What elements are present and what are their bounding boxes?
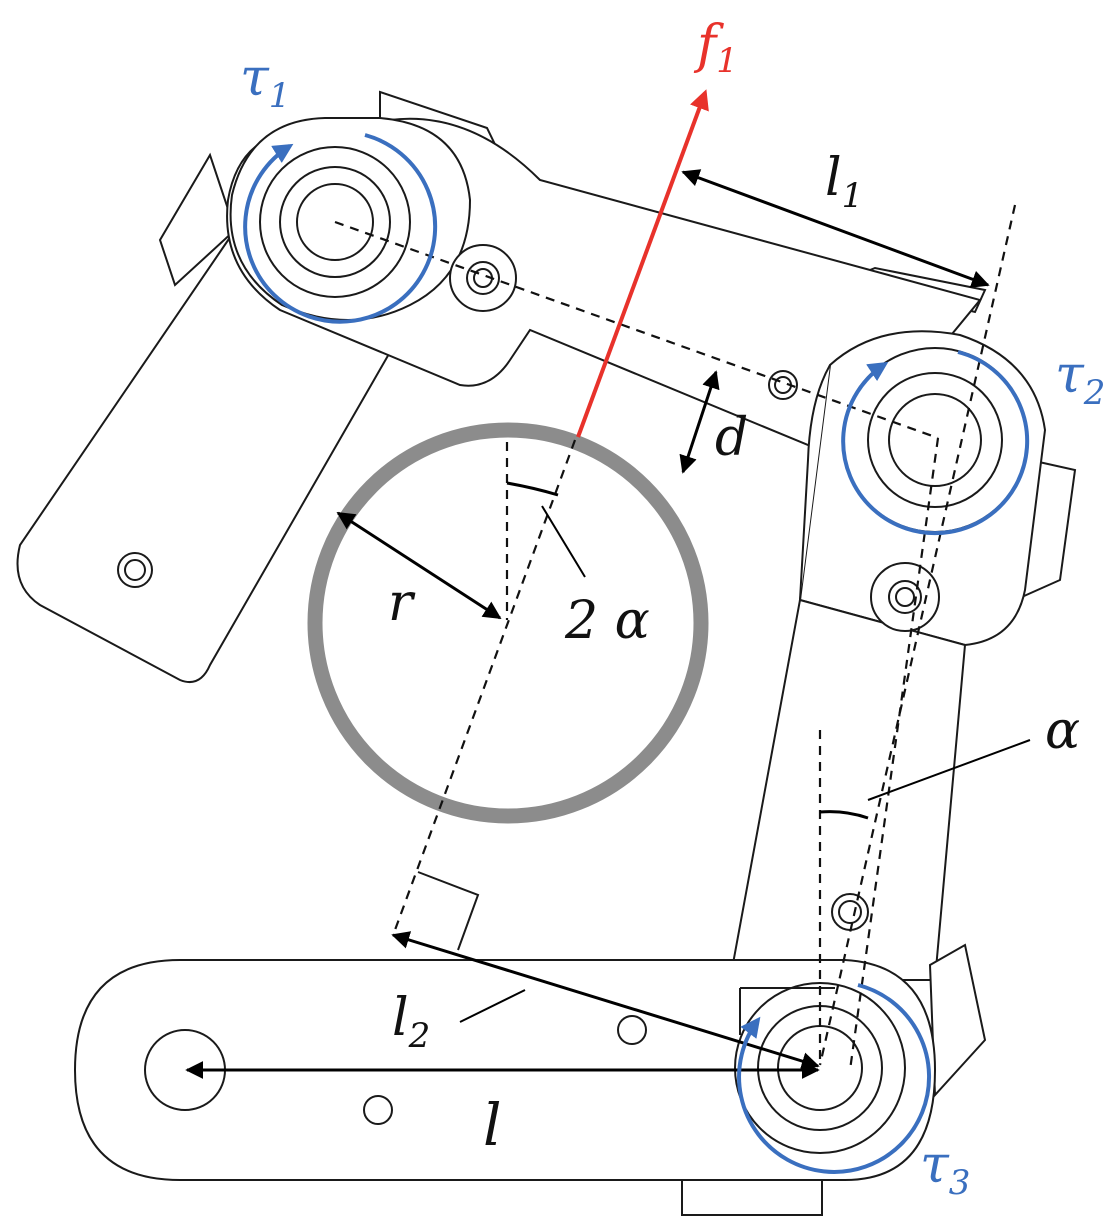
- right-link: [728, 330, 1047, 981]
- tau1-arrow: [243, 133, 438, 324]
- r-dimension: [336, 511, 502, 620]
- bracket-hole-inner: [124, 559, 146, 581]
- labels: τ1 τ2 τ3 f1 l1 l2 l d r α 2 α: [240, 15, 1105, 1203]
- f1-label: f1: [693, 15, 738, 81]
- tau2-arrow: [841, 350, 1030, 536]
- torque-arrows: [243, 133, 1030, 1174]
- tau3-arrow: [737, 983, 931, 1174]
- l1-label: l1: [825, 148, 863, 216]
- base-hole-2: [363, 1095, 393, 1125]
- two-alpha-label: 2 α: [564, 591, 650, 651]
- r-label: r: [388, 573, 416, 633]
- force-f1-arrow: [576, 89, 709, 438]
- l2-dimension: [391, 931, 820, 1070]
- two-alpha-arc: [506, 481, 559, 497]
- tau2-label: τ2: [1055, 345, 1105, 413]
- grasped-object: [307, 422, 709, 824]
- tau3-label: τ3: [920, 1135, 970, 1203]
- l1-dimension: [681, 169, 990, 288]
- two-alpha-leader: [541, 505, 586, 578]
- d-label: d: [715, 408, 748, 468]
- l-label: l: [483, 1091, 502, 1159]
- alpha-label: α: [1045, 701, 1080, 761]
- base-link: [73, 943, 987, 1216]
- alpha-leader: [867, 739, 1031, 801]
- joint1-housing: [259, 146, 411, 298]
- left-bracket-plate: [16, 152, 422, 684]
- top-link: [226, 90, 987, 472]
- alpha-arc: [819, 810, 869, 820]
- construction-lines: [334, 204, 1017, 1071]
- dimensions: [185, 169, 990, 1079]
- d-dimension: [679, 370, 720, 474]
- l2-label: l2: [392, 988, 430, 1056]
- base-hole-1: [617, 1015, 647, 1045]
- tau1-label: τ1: [240, 48, 290, 116]
